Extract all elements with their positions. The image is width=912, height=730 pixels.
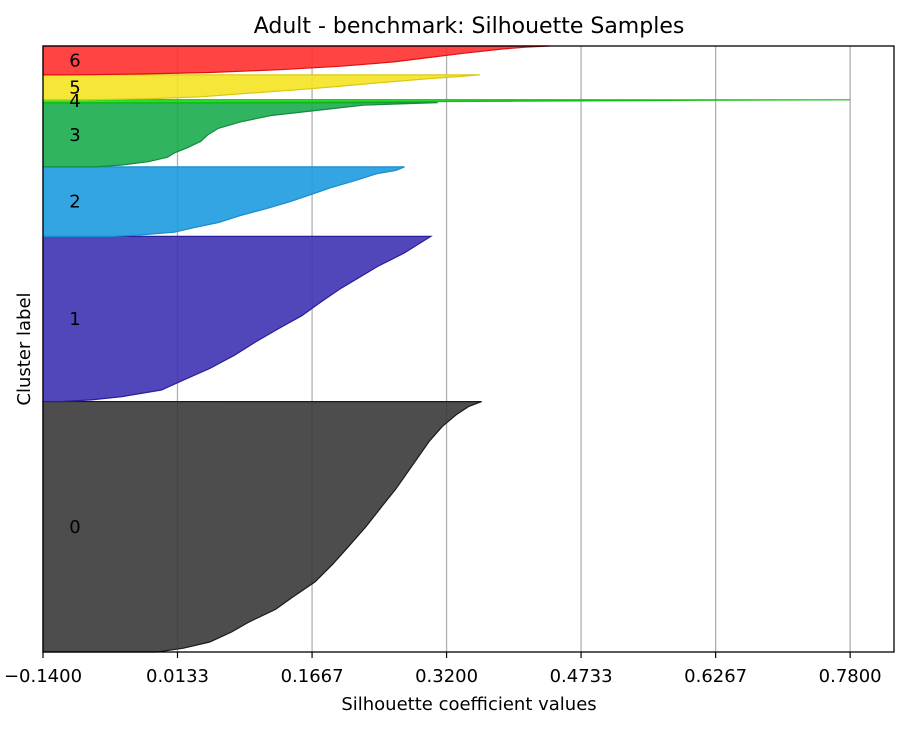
cluster-label-3: 3 [69,125,80,146]
x-tick-label: 0.7800 [819,666,882,687]
cluster-band-0 [42,400,482,653]
cluster-band-2 [42,166,405,238]
x-tick-label: 0.6267 [684,666,747,687]
cluster-bands [42,45,851,653]
x-axis-ticks: −0.1400 0.0133 0.1667 0.3200 0.4733 0.6267 0.7… [4,652,882,687]
cluster-band-3 [42,102,438,168]
cluster-label-1: 1 [69,309,80,330]
cluster-label-4: 4 [69,91,80,112]
cluster-band-6 [42,45,550,76]
cluster-label-6: 6 [69,50,80,71]
x-axis-label: Silhouette coefficient values [341,694,596,715]
x-tick-label: −0.1400 [4,666,82,687]
cluster-band-5 [42,74,480,101]
cluster-labels: 0 1 2 3 45 6 [69,50,80,537]
cluster-label-5: 5 [69,77,80,98]
cluster-label-2: 2 [69,192,80,213]
cluster-band-1 [42,235,433,403]
x-tick-label: 0.4733 [550,666,613,687]
x-tick-label: 0.1667 [281,666,344,687]
x-tick-label: 0.0133 [146,666,209,687]
chart-title: Adult - benchmark: Silhouette Samples [254,14,685,39]
y-axis-label: Cluster label [14,292,35,405]
axes-frame [42,45,895,653]
cluster-band-4 [42,99,851,104]
x-tick-label: 0.3200 [415,666,478,687]
cluster-label-0: 0 [69,517,80,538]
